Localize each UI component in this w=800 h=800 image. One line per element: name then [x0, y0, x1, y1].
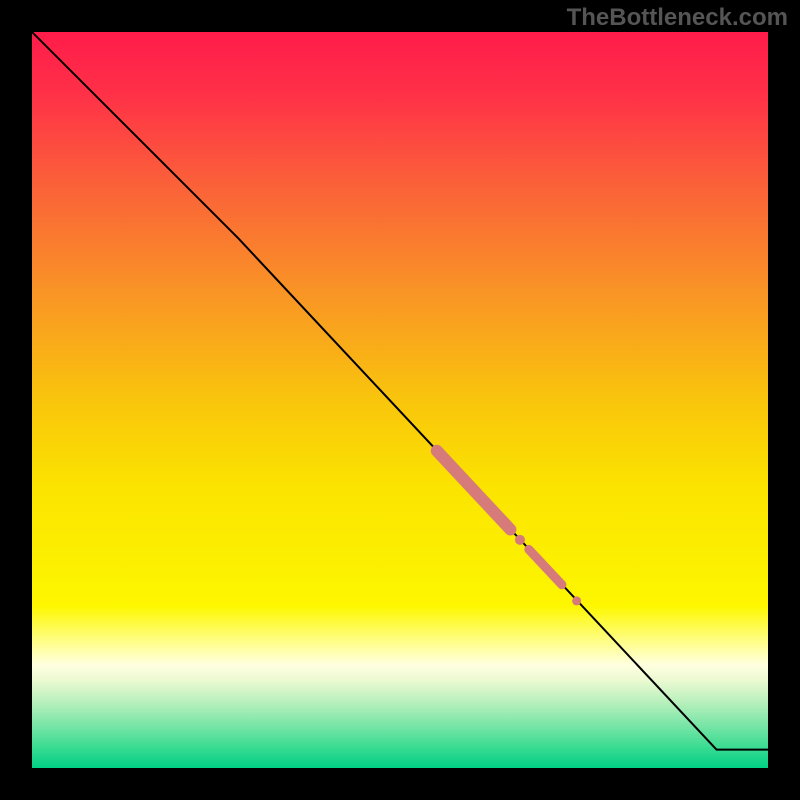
marker-segment — [437, 451, 511, 530]
main-curve — [32, 32, 768, 750]
marker-dot — [572, 596, 581, 605]
marker-layer — [437, 451, 581, 606]
marker-segment — [529, 549, 562, 584]
attribution-text: TheBottleneck.com — [567, 4, 788, 32]
chart-overlay — [32, 32, 768, 768]
chart-stage: TheBottleneck.com — [0, 0, 800, 800]
marker-dot — [515, 535, 525, 545]
plot-area — [32, 32, 768, 768]
